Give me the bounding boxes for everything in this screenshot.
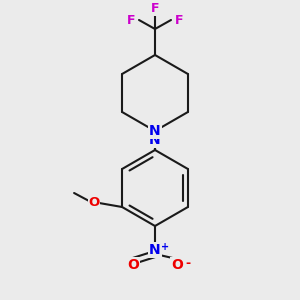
Text: O: O (88, 196, 100, 209)
Text: O: O (127, 258, 139, 272)
Text: F: F (127, 14, 135, 26)
Text: +: + (161, 242, 169, 252)
Text: N: N (149, 134, 161, 148)
Text: O: O (171, 258, 183, 272)
Text: F: F (151, 2, 159, 16)
Text: N: N (149, 243, 161, 257)
Text: N: N (149, 124, 161, 138)
Text: -: - (185, 257, 190, 271)
Text: F: F (175, 14, 184, 26)
